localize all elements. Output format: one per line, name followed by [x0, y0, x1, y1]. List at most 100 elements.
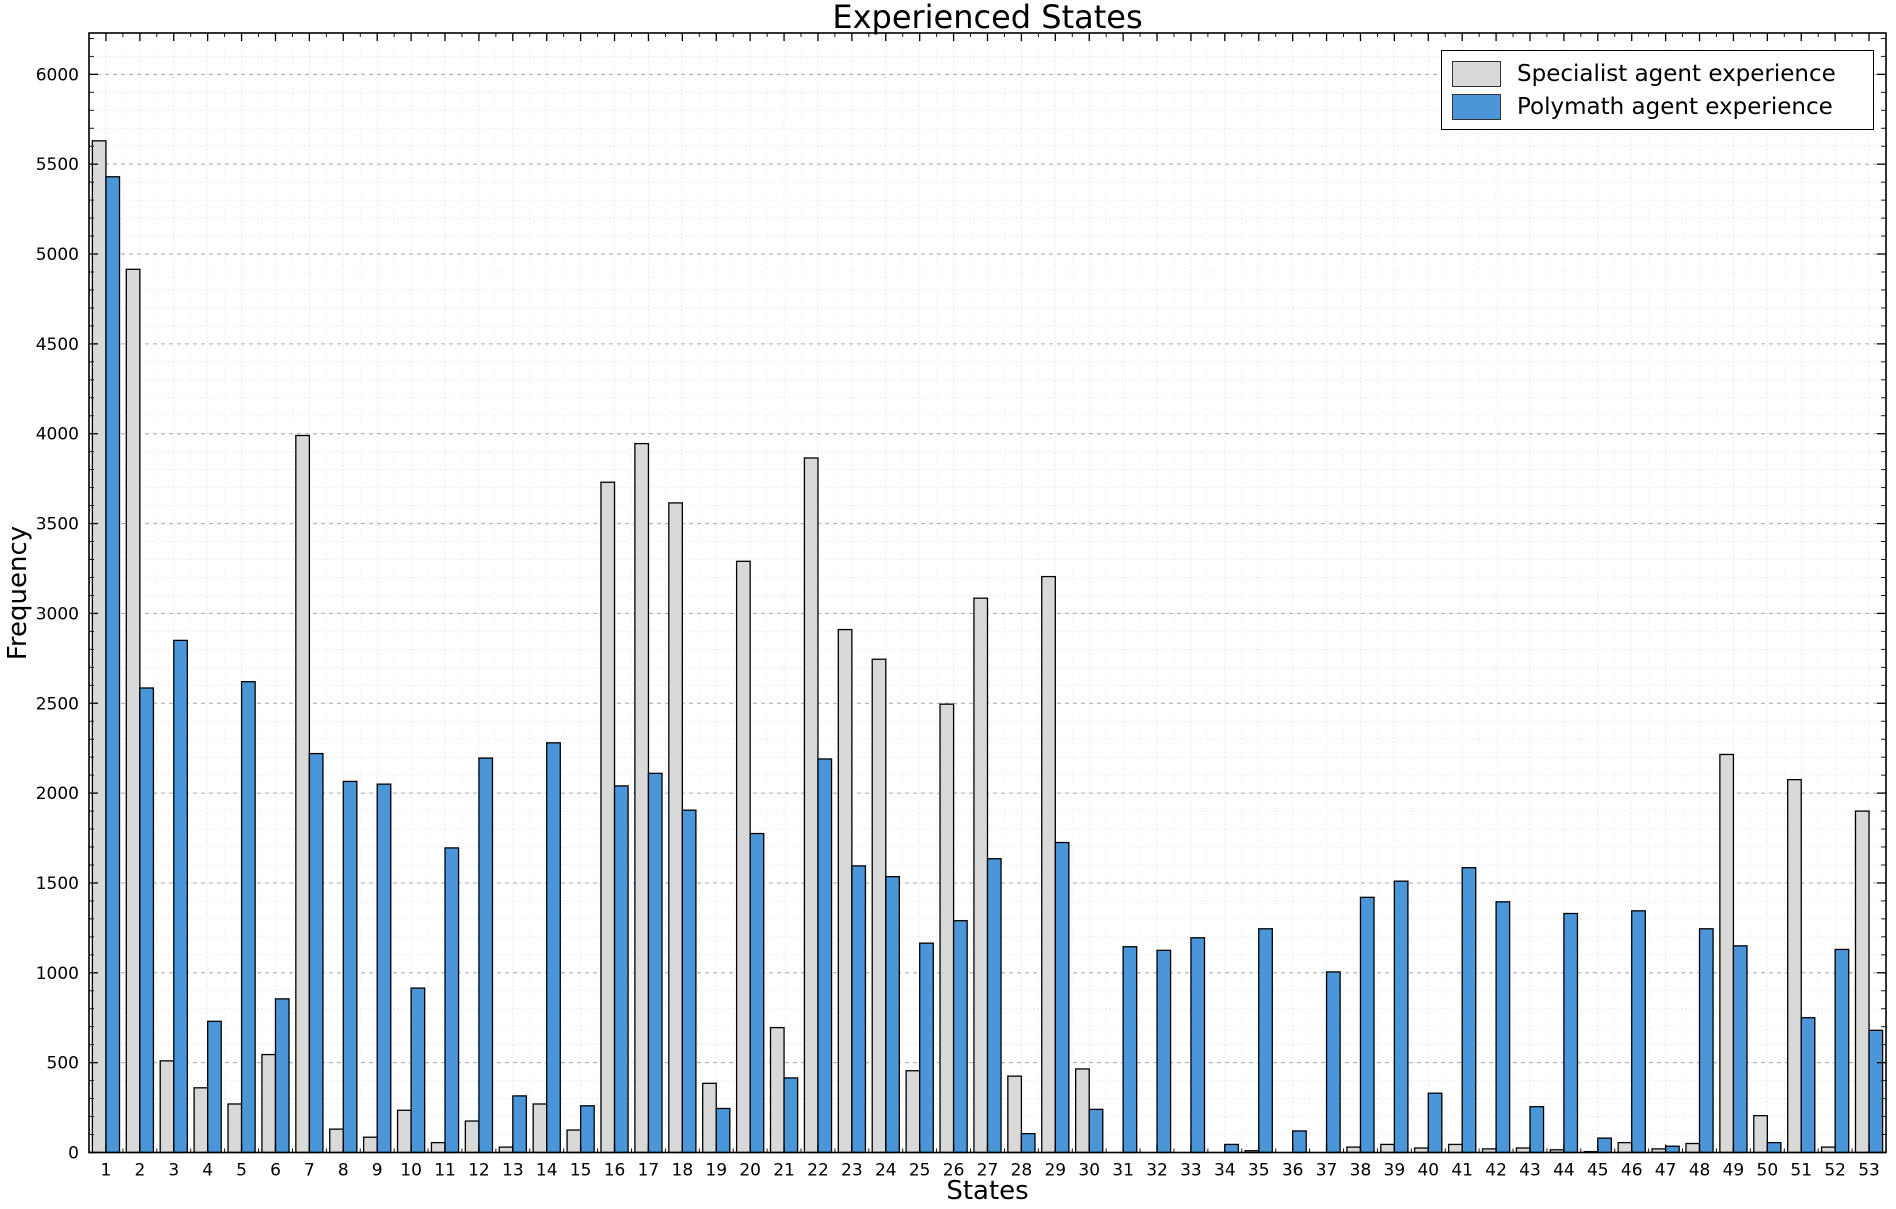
polymath-bar-2	[139, 687, 155, 1154]
polymath-bar-29	[1054, 841, 1070, 1154]
specialist-bar-16	[600, 481, 616, 1154]
specialist-bar-26	[939, 703, 955, 1154]
polymath-bar-39	[1393, 880, 1409, 1154]
polymath-bar-43	[1529, 1106, 1545, 1154]
x-tick-label: 12	[468, 1161, 490, 1181]
y-tick-label: 0	[68, 1144, 79, 1164]
specialist-bar-27	[973, 597, 989, 1154]
specialist-bar-38	[1346, 1146, 1362, 1154]
polymath-bar-17	[647, 772, 663, 1154]
polymath-bar-30	[1088, 1108, 1104, 1154]
polymath-bar-51	[1800, 1017, 1816, 1154]
specialist-bar-46	[1617, 1141, 1633, 1154]
polymath-bar-9	[376, 783, 392, 1154]
polymath-bar-19	[715, 1107, 731, 1154]
x-axis-label: States	[946, 1176, 1029, 1206]
polymath-bar-11	[444, 847, 460, 1154]
specialist-bar-12	[464, 1120, 480, 1154]
x-tick-label: 41	[1451, 1161, 1473, 1181]
x-tick-label: 49	[1723, 1161, 1745, 1181]
polymath-bar-49	[1732, 945, 1748, 1154]
x-tick-label: 2	[134, 1161, 145, 1181]
legend-label-specialist: Specialist agent experience	[1517, 60, 1836, 87]
x-tick-label: 18	[672, 1161, 694, 1181]
specialist-bar-23	[837, 628, 853, 1154]
polymath-bar-48	[1698, 928, 1714, 1154]
legend-entry-specialist: Specialist agent experience	[1452, 60, 1861, 87]
x-tick-label: 17	[638, 1161, 660, 1181]
polymath-bar-14	[546, 742, 561, 1154]
x-tick-label: 8	[338, 1161, 349, 1181]
specialist-bar-18	[668, 502, 683, 1154]
specialist-bar-7	[295, 434, 311, 1154]
specialist-bar-53	[1854, 810, 1870, 1154]
polymath-bar-42	[1495, 901, 1511, 1154]
specialist-bar-5	[227, 1103, 243, 1154]
polymath-bar-18	[681, 809, 697, 1154]
specialist-bar-30	[1075, 1068, 1090, 1154]
x-tick-label: 31	[1112, 1161, 1134, 1181]
x-tick-label: 16	[604, 1161, 626, 1181]
x-tick-label: 42	[1485, 1161, 1507, 1181]
specialist-bar-11	[430, 1141, 446, 1154]
y-tick-label: 3500	[36, 515, 79, 535]
x-tick-label: 35	[1248, 1161, 1270, 1181]
specialist-bar-4	[193, 1087, 209, 1154]
y-tick-label: 2500	[36, 694, 79, 714]
x-tick-label: 13	[502, 1161, 524, 1181]
legend: Specialist agent experience Polymath age…	[1441, 50, 1874, 130]
polymath-bar-45	[1597, 1137, 1613, 1154]
x-tick-label: 36	[1282, 1161, 1304, 1181]
polymath-bar-28	[1020, 1132, 1036, 1154]
x-tick-label: 24	[875, 1161, 897, 1181]
polymath-bar-20	[749, 832, 765, 1154]
polymath-swatch	[1452, 93, 1501, 120]
specialist-bar-9	[362, 1136, 378, 1154]
polymath-bar-40	[1427, 1092, 1443, 1154]
y-tick-label: 4500	[36, 335, 79, 355]
x-tick-label: 15	[570, 1161, 592, 1181]
polymath-bar-7	[308, 752, 324, 1154]
specialist-bar-28	[1007, 1075, 1023, 1154]
x-tick-label: 7	[304, 1161, 315, 1181]
specialist-bar-2	[125, 268, 141, 1154]
specialist-bar-1	[91, 140, 107, 1154]
y-tick-label: 3000	[36, 604, 79, 624]
specialist-bar-50	[1753, 1115, 1768, 1154]
x-tick-label: 32	[1146, 1161, 1168, 1181]
x-tick-label: 37	[1316, 1161, 1338, 1181]
polymath-bar-23	[851, 865, 867, 1154]
x-tick-label: 44	[1553, 1161, 1575, 1181]
polymath-bar-38	[1359, 896, 1375, 1154]
polymath-bar-26	[952, 920, 968, 1154]
x-tick-label: 52	[1824, 1161, 1846, 1181]
x-tick-label: 47	[1655, 1161, 1677, 1181]
legend-label-polymath: Polymath agent experience	[1517, 93, 1833, 120]
y-tick-label: 1000	[36, 964, 79, 984]
x-tick-label: 3	[168, 1161, 179, 1181]
polymath-bar-36	[1292, 1130, 1307, 1154]
specialist-bar-52	[1820, 1146, 1836, 1154]
x-tick-label: 48	[1689, 1161, 1711, 1181]
polymath-bar-52	[1834, 948, 1850, 1154]
y-tick-label: 6000	[36, 65, 79, 85]
specialist-bar-14	[532, 1103, 548, 1154]
specialist-bar-6	[261, 1053, 277, 1154]
polymath-bar-32	[1156, 949, 1172, 1154]
polymath-bar-24	[885, 876, 900, 1154]
x-tick-label: 45	[1587, 1161, 1609, 1181]
x-tick-label: 40	[1417, 1161, 1439, 1181]
y-axis-label: Frequency	[3, 525, 33, 661]
y-tick-label: 5500	[36, 155, 79, 175]
legend-entry-polymath: Polymath agent experience	[1452, 93, 1861, 120]
axis-ticks	[89, 33, 1886, 1154]
polymath-bar-41	[1461, 867, 1477, 1154]
x-tick-label: 53	[1858, 1161, 1880, 1181]
y-tick-label: 500	[47, 1054, 79, 1074]
specialist-bar-8	[329, 1128, 344, 1154]
x-tick-label: 38	[1350, 1161, 1372, 1181]
specialist-bar-10	[396, 1109, 412, 1154]
x-tick-label: 33	[1180, 1161, 1202, 1181]
polymath-bar-53	[1868, 1029, 1884, 1154]
specialist-bar-29	[1041, 575, 1056, 1154]
